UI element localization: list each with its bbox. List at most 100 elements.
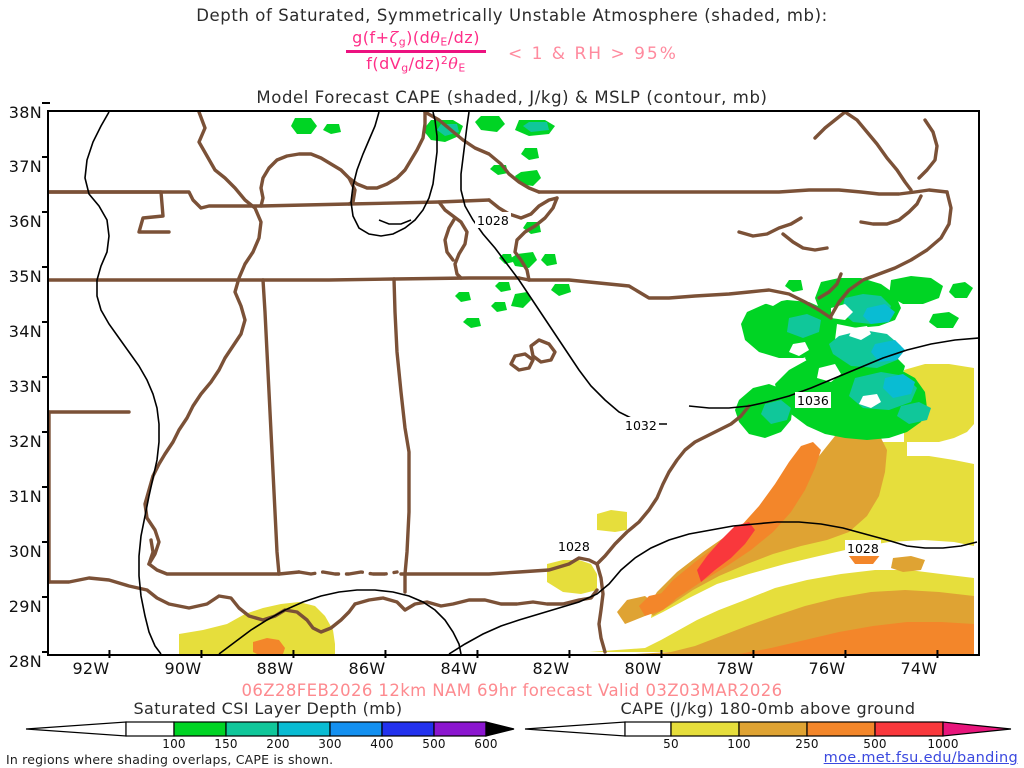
- map-panel[interactable]: 1028 1036 1032 1028 1028: [47, 110, 980, 656]
- csi-hole-4: [789, 342, 809, 356]
- lat-tick-37N: 37N: [9, 156, 50, 176]
- border-ms-river: [143, 112, 263, 566]
- svg-text:1032: 1032: [625, 418, 657, 433]
- legend-csi-title: Saturated CSI Layer Depth (mb): [133, 699, 403, 718]
- csi-cell-k: [499, 254, 513, 264]
- csi-swatch-400: [381, 721, 435, 737]
- csi-swatch-500: [433, 721, 487, 737]
- lat-tick-34N: 34N: [9, 321, 50, 341]
- lat-tick-30N: 30N: [9, 541, 50, 561]
- csi-hole-3: [849, 326, 871, 340]
- border-la-gulf: [49, 576, 357, 634]
- latitude-axis: 38N 37N 36N 35N 34N 33N 32N 31N 30N 29N …: [0, 102, 50, 671]
- csi-area-main8: [785, 280, 803, 292]
- lon-tick-80W: 80W: [624, 650, 663, 678]
- border-al-ga: [392, 277, 411, 594]
- state-borders: [49, 112, 953, 654]
- lat-tick-33N: 33N: [9, 376, 50, 396]
- csi-core-cyan-3: [883, 374, 915, 398]
- border-tn-bulge2: [443, 216, 457, 262]
- cape-band-500: [697, 522, 755, 582]
- equation-denominator: f(dVg/dz)2θE: [366, 54, 466, 75]
- cape-band-50-strip: [597, 510, 627, 532]
- contour-labels: 1028 1036 1032 1028 1028: [475, 212, 881, 556]
- csi-tick-150: 150: [214, 737, 238, 751]
- csi-tick-400: 400: [370, 737, 394, 751]
- legend-cape-colorbar[interactable]: 50 100 250 500 1000: [523, 720, 1013, 751]
- cape-swatch-100: [738, 721, 808, 737]
- fraction-bar: [346, 50, 486, 54]
- svg-text:1028: 1028: [847, 541, 879, 556]
- legend-cape-title: CAPE (J/kg) 180-0mb above ground: [620, 699, 916, 718]
- csi-core-teal-6: [787, 314, 821, 338]
- lon-tick-92W: 92W: [72, 650, 111, 678]
- map-canvas[interactable]: 1028 1036 1032 1028 1028: [49, 112, 978, 654]
- legend-csi[interactable]: Saturated CSI Layer Depth (mb) 100 150 2…: [18, 699, 518, 751]
- coast-chesapeake: [813, 112, 847, 140]
- csi-colorbar-svg[interactable]: [18, 720, 518, 738]
- overlap-note: In regions where shading overlaps, CAPE …: [6, 752, 334, 767]
- lat-tick-36N: 36N: [9, 211, 50, 231]
- contour-1028-tn-label-break: [378, 219, 412, 225]
- csi-cell-a: [291, 118, 317, 134]
- lat-tick-32N: 32N: [9, 431, 50, 451]
- coast-va-east: [843, 112, 913, 192]
- cape-band-250-b: [675, 622, 974, 654]
- longitude-axis: 92W 90W 88W 86W 84W 82W 80W 78W 76W 74W: [47, 650, 980, 685]
- border-nc-va: [537, 188, 949, 196]
- svg-text:1028: 1028: [558, 539, 590, 554]
- coast-ms-al: [297, 570, 399, 576]
- coast-fl-east: [595, 562, 607, 654]
- coast-inlet-2: [781, 232, 829, 252]
- csi-cell-n: [491, 302, 507, 312]
- cape-band-100-blob1: [891, 556, 925, 572]
- csi-core-cyan-1: [863, 304, 895, 324]
- csi-swatch-150: [225, 721, 279, 737]
- border-ky-wiggle: [259, 112, 427, 208]
- border-ar-box: [49, 190, 171, 234]
- map-frame[interactable]: 1028 1036 1032 1028 1028: [47, 110, 980, 656]
- coast-inlet-1: [737, 216, 803, 238]
- csi-cell-m: [541, 254, 557, 266]
- contour-1028-s2: [218, 589, 462, 654]
- csi-hole-6: [761, 292, 783, 306]
- csi-tick-300: 300: [318, 737, 342, 751]
- cape-band-50-gulf: [179, 602, 335, 654]
- border-ms-la: [147, 562, 301, 576]
- csi-cell-j: [495, 282, 511, 292]
- csi-cell-o: [511, 292, 531, 308]
- legend-cape[interactable]: CAPE (J/kg) 180-0mb above ground 50 100 …: [523, 699, 1013, 751]
- border-nc-ga-sc-tri: [513, 196, 559, 282]
- border-ga-sc: [595, 404, 751, 566]
- contour-1028-s: [448, 521, 978, 654]
- csi-criterion-equation: g(f+ζg)(dθE/dz) f(dVg/dz)2θE < 1 & RH > …: [0, 29, 1024, 75]
- cape-band-250-coast: [639, 592, 675, 616]
- csi-area-main6: [949, 282, 973, 298]
- coast-inlet-3: [817, 272, 843, 300]
- lon-tick-78W: 78W: [716, 650, 755, 678]
- cape-colorbar-svg[interactable]: [523, 720, 1013, 738]
- legend-csi-colorbar[interactable]: 100 150 200 300 400 500 600: [18, 720, 518, 751]
- cape-band-100-blob2: [939, 596, 971, 610]
- csi-cell-f: [521, 148, 539, 160]
- csi-cell-e2: [523, 122, 549, 132]
- lat-tick-28N: 28N: [9, 651, 50, 671]
- cape-band-50-panhandle: [547, 560, 597, 594]
- csi-area-main7: [929, 312, 959, 328]
- coast-nc-sound: [859, 194, 923, 226]
- coast-ga2: [509, 352, 535, 372]
- cape-swatch-500: [874, 721, 944, 737]
- cape-swatch-1000: [942, 721, 1012, 737]
- lat-tick-31N: 31N: [9, 486, 50, 506]
- source-url-link[interactable]: moe.met.fsu.edu/banding: [823, 750, 1018, 766]
- mslp-contours: [84, 112, 978, 654]
- lon-tick-76W: 76W: [808, 650, 847, 678]
- csi-core-cyan-2: [871, 340, 905, 362]
- lon-tick-86W: 86W: [348, 650, 387, 678]
- cape-swatch-50: [670, 721, 740, 737]
- contour-1028-tn: [350, 112, 438, 237]
- lon-tick-74W: 74W: [900, 650, 939, 678]
- coast-nc-outer-banks: [829, 190, 953, 318]
- csi-tick-600: 600: [474, 737, 498, 751]
